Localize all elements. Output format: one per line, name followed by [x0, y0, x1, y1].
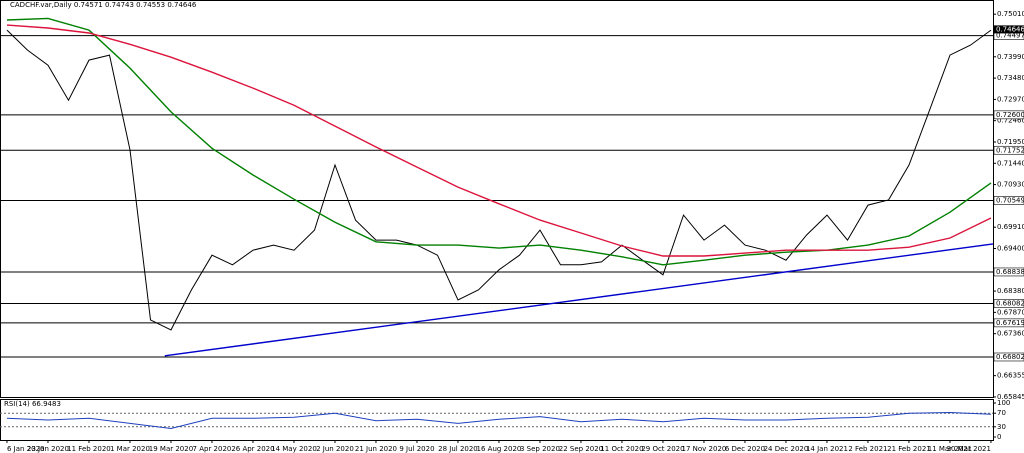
last-price-label: 0.74646 [996, 25, 1024, 33]
level-label: 0.66802 [996, 353, 1024, 361]
x-tick-label: 17 Nov 2020 [682, 445, 727, 453]
y-tick-label: 0.72970 [997, 95, 1024, 103]
y-tick-label: 0.70930 [997, 181, 1024, 189]
y-tick-label: 0.68380 [997, 287, 1024, 295]
level-box [993, 267, 1024, 277]
y-tick-label: 0.69910 [997, 223, 1024, 231]
series-line [164, 243, 994, 357]
x-tick-label: 1 Mar 2020 [110, 445, 150, 453]
y-tick-label: 0 [997, 433, 1001, 441]
y-tick-label: 0.65845 [997, 393, 1024, 401]
x-tick-label: 14 May 2020 [271, 445, 317, 453]
x-tick-label: 21 Jun 2020 [355, 445, 397, 453]
y-tick-label: 0.67360 [997, 330, 1024, 338]
level-label: 0.68082 [996, 300, 1024, 308]
y-tick-label: 0.67870 [997, 308, 1024, 316]
y-tick-label: 0.71440 [997, 159, 1024, 167]
y-tick-label: 0.69400 [997, 244, 1024, 252]
last-price-box [994, 25, 1024, 34]
x-tick-label: 11 Oct 2020 [600, 445, 643, 453]
x-tick-label: 11 Feb 2020 [67, 445, 111, 453]
x-tick-label: 6 Jan 2020 [7, 445, 45, 453]
y-tick-label: 70 [997, 409, 1006, 417]
level-label: 0.72600 [996, 111, 1024, 119]
x-tick-label: 21 Feb 2021 [887, 445, 931, 453]
level-label: 0.68838 [996, 268, 1024, 276]
level-label: 0.70549 [996, 197, 1024, 205]
x-tick-label: 30 Mar 2021 [947, 445, 991, 453]
y-tick-label: 30 [997, 423, 1006, 431]
y-tick-label: 100 [997, 399, 1010, 407]
x-tick-label: 29 Oct 2020 [641, 445, 684, 453]
level-box [993, 196, 1024, 205]
x-tick-label: 6 Dec 2020 [725, 445, 765, 453]
x-tick-label: 3 Sep 2020 [520, 445, 560, 453]
x-tick-label: 16 Aug 2020 [477, 445, 522, 453]
series-line [6, 29, 992, 331]
y-tick-label: 0.73990 [997, 53, 1024, 61]
y-tick-label: 0.72460 [997, 117, 1024, 125]
x-tick-label: 22 Sep 2020 [559, 445, 603, 453]
level-box [993, 318, 1024, 328]
x-tick-label: 14 Jan 2021 [806, 445, 848, 453]
x-tick-label: 2 Feb 2021 [848, 445, 887, 453]
level-label: 0.67619 [996, 319, 1024, 327]
x-tick-label: 24 Dec 2020 [764, 445, 809, 453]
y-tick-label: 0.66355 [997, 372, 1024, 380]
level-box [993, 110, 1024, 120]
series-line [6, 24, 992, 257]
x-tick-label: 9 Jul 2020 [399, 445, 434, 453]
price-panel [0, 0, 994, 398]
level-box [993, 352, 1024, 362]
x-tick-label: 23 Jan 2020 [27, 445, 69, 453]
x-tick-label: 26 Apr 2020 [231, 445, 274, 453]
y-tick-label: 0.75010 [997, 10, 1024, 18]
level-box [993, 145, 1024, 155]
level-box [993, 299, 1024, 308]
x-tick-label: 28 Jul 2020 [438, 445, 478, 453]
rsi-title: RSI(14) 66.9483 [4, 400, 61, 408]
y-tick-label: 0.73480 [997, 74, 1024, 82]
chart-title: CADCHF.var,Daily 0.74571 0.74743 0.74553… [10, 1, 197, 9]
level-label: 0.74497 [996, 32, 1024, 40]
series-line [6, 17, 992, 266]
x-tick-label: 2 Jun 2020 [316, 445, 354, 453]
x-tick-label: 11 Mar 2021 [928, 445, 972, 453]
y-tick-label: 0.71950 [997, 138, 1024, 146]
rsi-panel [0, 399, 994, 441]
x-tick-label: 7 Apr 2020 [193, 445, 232, 453]
x-tick-label: 19 Mar 2020 [149, 445, 193, 453]
level-label: 0.71752 [996, 146, 1024, 154]
series-line [6, 411, 992, 430]
